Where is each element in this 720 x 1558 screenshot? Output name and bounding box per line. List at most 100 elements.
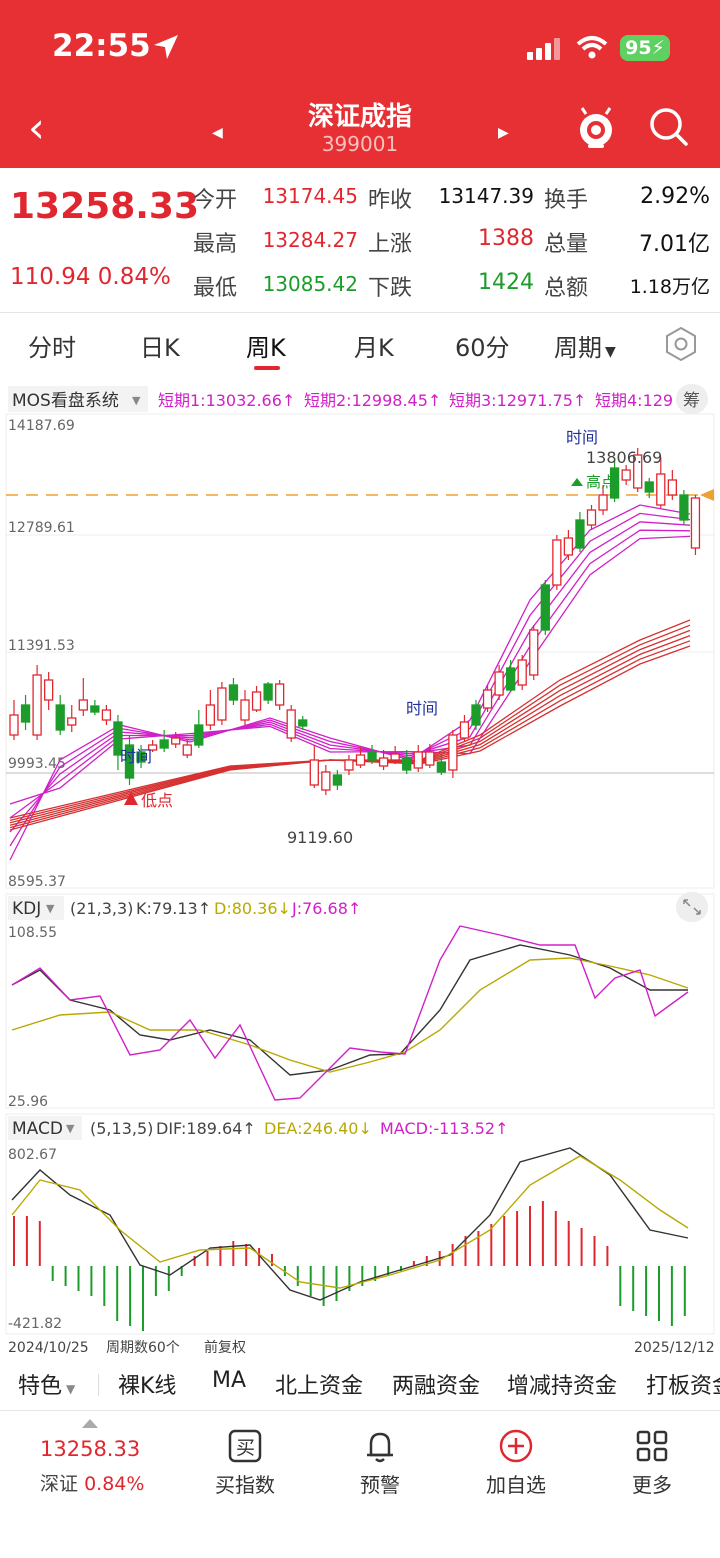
prev-close-label: 昨收 [368, 188, 413, 213]
kdj-lines [11, 925, 689, 1101]
next-stock-icon[interactable]: ▶ [498, 125, 509, 141]
candle-body [402, 757, 412, 771]
ma-slow-line [9, 645, 691, 819]
kdj-params: (21,3,3) [70, 899, 133, 918]
candle-body [332, 774, 343, 786]
candle-body [263, 683, 273, 701]
turnover-label: 换手 [544, 188, 589, 213]
bottom-price: 13258.33 [40, 1437, 141, 1461]
chevron-down-icon: ▼ [66, 1122, 75, 1135]
chevron-down-icon: ▼ [605, 344, 616, 360]
candle-body [367, 751, 377, 761]
y-label-bottom: 8595.37 [8, 874, 66, 890]
volume-label: 总量 [544, 232, 589, 257]
candle-body [390, 753, 400, 761]
tab-northbound[interactable]: 北上资金 [275, 1374, 364, 1399]
expand-button[interactable] [676, 892, 708, 922]
macd-y-top: 802.67 [8, 1147, 57, 1163]
tab-limit-up[interactable]: 打板资金 [646, 1374, 720, 1399]
tab-monthly[interactable]: 月K [354, 334, 394, 362]
prev-close-value: 13147.39 [438, 184, 534, 208]
period-tabs: 分时 日K 周K 月K 60分 周期 ▼ [0, 320, 720, 372]
candle-body [656, 473, 666, 506]
candle-body [540, 584, 550, 631]
candle-body [309, 759, 319, 786]
kdj-selector[interactable] [8, 896, 64, 920]
candle-body [448, 734, 458, 771]
high-value-annotation: 13806.69 [586, 448, 662, 467]
candle-body [113, 721, 123, 756]
feature-tabs: 特色▼ 裸K线 MA 北上资金 两融资金 增减持资金 打板资金 [0, 1362, 720, 1402]
amount-label: 总额 [544, 276, 589, 301]
bell-icon [367, 1432, 393, 1463]
current-price-marker-icon [700, 489, 714, 501]
decline-label: 下跌 [368, 276, 413, 301]
low-value-annotation: 9119.60 [287, 828, 353, 847]
candle-body [644, 481, 654, 493]
alert-button[interactable]: 预警 [358, 1429, 402, 1498]
candle-body [425, 751, 435, 766]
candle-body [505, 667, 516, 691]
chip-button[interactable] [676, 384, 708, 414]
time-annotation-3: 时间 [120, 747, 152, 766]
advance-label: 上涨 [368, 232, 413, 257]
tab-60min[interactable]: 60分 [455, 334, 510, 362]
legend-ma4: 短期4:129 [595, 391, 673, 410]
candle-body [217, 687, 227, 721]
tab-daily[interactable]: 日K [140, 334, 180, 362]
search-icon[interactable] [648, 106, 690, 148]
back-icon[interactable]: ‹ [28, 103, 45, 152]
macd-y-bottom: -421.82 [8, 1316, 62, 1332]
mascot-icon[interactable] [576, 106, 616, 150]
candle-body [321, 771, 331, 791]
candle-body [355, 754, 366, 766]
kdj-y-bottom: 25.96 [8, 1094, 48, 1110]
mos-system-selector[interactable] [8, 386, 148, 412]
more-button[interactable]: 更多 [630, 1429, 674, 1498]
tab-period[interactable]: 周期 ▼ [554, 334, 616, 362]
kdj-j-value: J:76.68↑ [291, 899, 361, 918]
axis-period-count: 周期数60个 [106, 1340, 180, 1356]
add-watchlist-button[interactable]: 加自选 [485, 1429, 547, 1498]
tab-margin[interactable]: 两融资金 [392, 1374, 481, 1399]
tab-weekly[interactable]: 周K [246, 334, 286, 362]
kdj-k-value: K:79.13↑ [136, 899, 211, 918]
page-title: 深证成指 [307, 102, 412, 132]
candle-body [413, 751, 423, 769]
tab-naked-k[interactable]: 裸K线 [118, 1374, 177, 1399]
macd-bar-value: MACD:-113.52↑ [380, 1119, 509, 1138]
buy-index-button[interactable]: 买 买指数 [214, 1429, 276, 1498]
status-time: 22:55 [52, 28, 151, 64]
candle-body [298, 719, 308, 727]
candle-body [494, 671, 504, 696]
candle-body [182, 744, 192, 756]
kline-chart-area[interactable]: MOS看盘系统 ▼ 短期1:13032.66↑ 短期2:12998.45↑ 短期… [0, 380, 720, 1360]
tab-holding-change[interactable]: 增减持资金 [507, 1374, 618, 1399]
low-label: 最低 [193, 276, 238, 301]
time-annotation-2: 时间 [406, 699, 438, 718]
prev-stock-icon[interactable]: ◀ [212, 125, 223, 141]
candle-body [205, 704, 216, 726]
tab-featured[interactable]: 特色 ▼ [18, 1374, 76, 1399]
candle-body [690, 497, 701, 549]
tab-intraday[interactable]: 分时 [28, 334, 76, 362]
ma-fast-line [9, 529, 691, 819]
settings-hexagon-icon[interactable] [664, 326, 698, 362]
candle-body [621, 469, 631, 481]
low-value: 13085.42 [262, 272, 358, 296]
macd-dea-value: DEA:246.40↓ [264, 1119, 372, 1138]
time-annotation: 时间 [566, 428, 598, 447]
mos-system-label: MOS看盘系统 [12, 391, 119, 411]
expand-icon [683, 899, 701, 915]
caret-up-icon[interactable] [82, 1419, 98, 1428]
candle-body [633, 454, 643, 489]
candle-body [274, 683, 285, 706]
candle-body [552, 539, 562, 586]
tab-ma[interactable]: MA [212, 1368, 247, 1393]
candle-body [575, 519, 585, 549]
buy-icon: 买 [228, 1429, 262, 1463]
candle-body [228, 684, 239, 701]
macd-selector[interactable] [8, 1116, 82, 1140]
candle-body [9, 714, 19, 736]
top-header: 22:55 95⚡ ‹ ◀ 深证成指 399001 ▶ [0, 0, 720, 168]
